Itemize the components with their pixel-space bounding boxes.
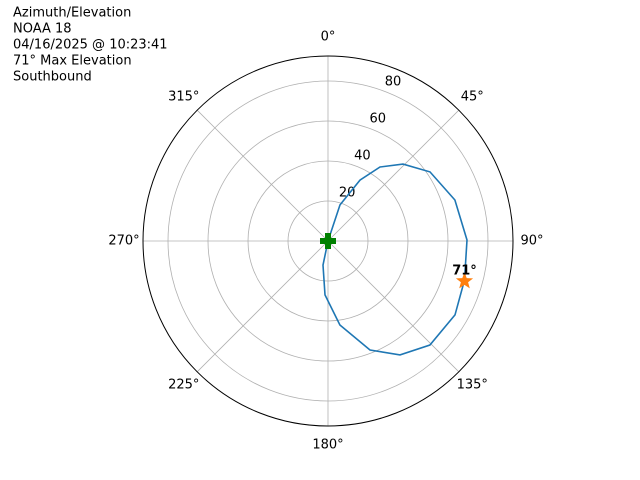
r-tick-label: 40 [354,148,371,163]
theta-tick-label: 90° [520,234,543,249]
theta-tick-label: 225° [168,378,199,393]
grid-spoke [327,240,460,373]
title-line: Southbound [13,70,92,85]
r-tick-label: 60 [369,111,386,126]
theta-tick-label: 45° [461,89,484,104]
theta-tick-label: 315° [168,89,199,104]
theta-tick-label: 0° [321,30,336,45]
title-line: NOAA 18 [13,22,72,37]
title-line: 04/16/2025 @ 10:23:41 [13,38,168,53]
title-line: 71° Max Elevation [13,54,132,69]
start-marker [320,233,336,249]
r-tick-label: 80 [385,74,402,89]
grid-spoke [196,109,329,242]
max-marker [455,272,474,289]
r-tick-label: 20 [339,185,356,200]
grid-spoke [196,240,329,373]
outer-frame [142,55,514,427]
title-line: Azimuth/Elevation [13,6,131,21]
theta-tick-label: 180° [312,438,343,453]
grid-spoke [327,109,460,242]
theta-tick-label: 135° [457,378,488,393]
theta-tick-label: 270° [108,234,139,249]
max-label: 71° [452,264,477,279]
